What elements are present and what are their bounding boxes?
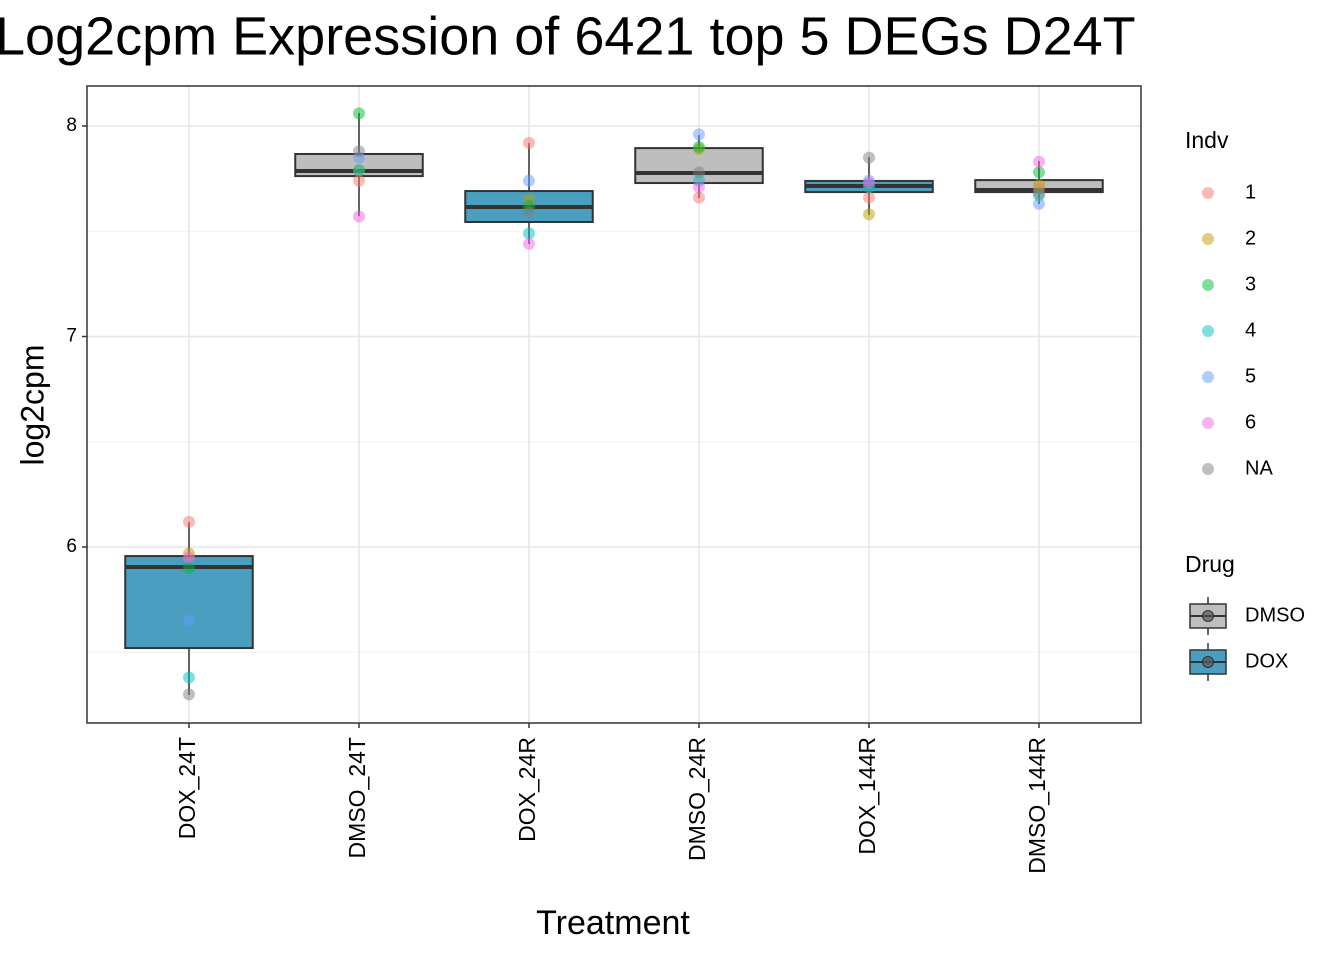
point [183,688,195,701]
y-tick-label: 6 [66,536,77,557]
legend-label: 2 [1245,227,1256,249]
y-axis-label: log2cpm [14,345,50,466]
legend-label: 6 [1245,411,1256,433]
x-tick-label: DMSO_24T [344,737,370,858]
point [1033,166,1045,179]
point [523,237,535,250]
point [1033,155,1045,168]
point [1033,178,1045,191]
legend-key [1202,371,1214,383]
legend-title: Indv [1185,127,1229,153]
x-tick-label: DMSO_24R [684,737,710,861]
legend-label: NA [1245,457,1273,479]
point [693,191,705,204]
point [353,174,365,187]
x-tick-label: DMSO_144R [1024,737,1050,874]
legend-key [1202,187,1214,199]
point [353,145,365,158]
point [523,174,535,187]
point [523,136,535,149]
point [863,191,875,204]
point [183,562,195,575]
legend-key [1202,463,1214,475]
legend-key [1202,233,1214,245]
point [353,210,365,223]
x-tick-label: DOX_24R [514,737,540,842]
legend-label: DMSO [1245,604,1305,626]
plot-background [87,86,1141,723]
x-tick-label: DOX_144R [854,737,880,855]
y-tick-label: 8 [66,115,77,136]
y-tick-label: 7 [66,326,77,347]
point [183,515,195,528]
x-tick-label: DOX_24T [174,737,200,839]
point [523,206,535,219]
point [1033,197,1045,210]
point [693,128,705,141]
legend-title: Drug [1185,551,1235,577]
legend-label: DOX [1245,650,1288,672]
point [693,141,705,154]
point [353,164,365,177]
point [183,614,195,627]
point [183,551,195,564]
point [353,107,365,120]
legend-label: 5 [1245,365,1256,387]
chart-title: Log2cpm Expression of 6421 top 5 DEGs D2… [0,6,1136,66]
point [183,671,195,684]
x-axis-label: Treatment [536,904,690,942]
point [693,181,705,194]
legend-label: 3 [1245,273,1256,295]
point [863,151,875,164]
plot-border [86,85,1142,724]
point [523,227,535,240]
legend-key [1202,610,1214,622]
point [1033,187,1045,200]
legend-label: 4 [1245,319,1256,341]
legend-key [1202,325,1214,337]
point [863,176,875,189]
point [863,208,875,221]
legend-key [1202,656,1214,668]
point [693,166,705,179]
legend-key [1202,279,1214,291]
legend-label: 1 [1245,181,1256,203]
legend-key [1202,417,1214,429]
